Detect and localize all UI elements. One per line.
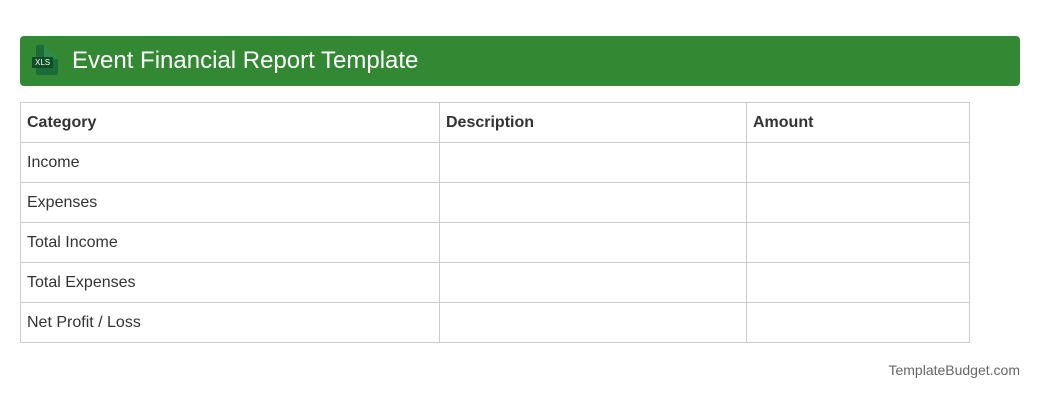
column-header: Amount <box>746 102 970 143</box>
page-title: Event Financial Report Template <box>72 47 419 74</box>
cell: Income <box>20 142 440 183</box>
table-row: Expenses <box>20 182 970 223</box>
report-table: Category Description Amount Income Expen… <box>20 102 970 343</box>
cell <box>439 302 747 343</box>
header-bar: XLS Event Financial Report Template <box>20 36 1020 86</box>
footer-link[interactable]: TemplateBudget.com <box>888 362 1020 378</box>
cell: Net Profit / Loss <box>20 302 440 343</box>
table-row: Net Profit / Loss <box>20 302 970 343</box>
column-header: Category <box>20 102 440 143</box>
cell <box>439 142 747 183</box>
cell <box>439 262 747 303</box>
spreadsheet-icon: XLS <box>32 45 60 77</box>
cell: Expenses <box>20 182 440 223</box>
table-row: Total Income <box>20 222 970 263</box>
cell <box>439 182 747 223</box>
table-row: Income <box>20 142 970 183</box>
cell <box>746 262 970 303</box>
cell <box>746 142 970 183</box>
cell: Total Expenses <box>20 262 440 303</box>
cell <box>746 302 970 343</box>
cell <box>746 222 970 263</box>
cell <box>439 222 747 263</box>
table-header-row: Category Description Amount <box>20 102 970 143</box>
column-header: Description <box>439 102 747 143</box>
cell <box>746 182 970 223</box>
table-row: Total Expenses <box>20 262 970 303</box>
cell: Total Income <box>20 222 440 263</box>
